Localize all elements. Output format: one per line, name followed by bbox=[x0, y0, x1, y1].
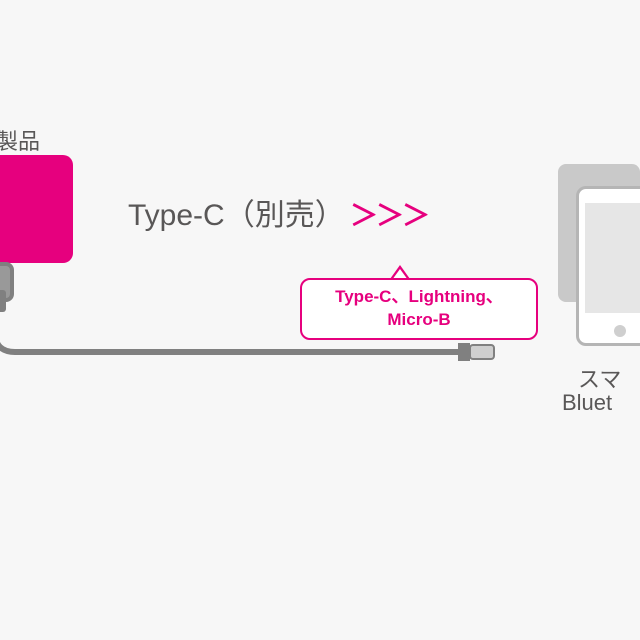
phone-screen bbox=[585, 203, 640, 313]
device-label-line2: Bluet bbox=[562, 390, 612, 416]
chevron-icon: ＞＞＞ bbox=[350, 194, 428, 234]
phone-home-button bbox=[614, 325, 626, 337]
bubble-line2: Micro-B bbox=[312, 309, 526, 332]
connector-bubble: Type-C、Lightning、Micro-B bbox=[300, 278, 538, 340]
cable-type-label: Type-C（別売） bbox=[128, 190, 345, 234]
bubble-line1: Type-C、Lightning、 bbox=[312, 286, 526, 309]
phone-front bbox=[576, 186, 640, 346]
